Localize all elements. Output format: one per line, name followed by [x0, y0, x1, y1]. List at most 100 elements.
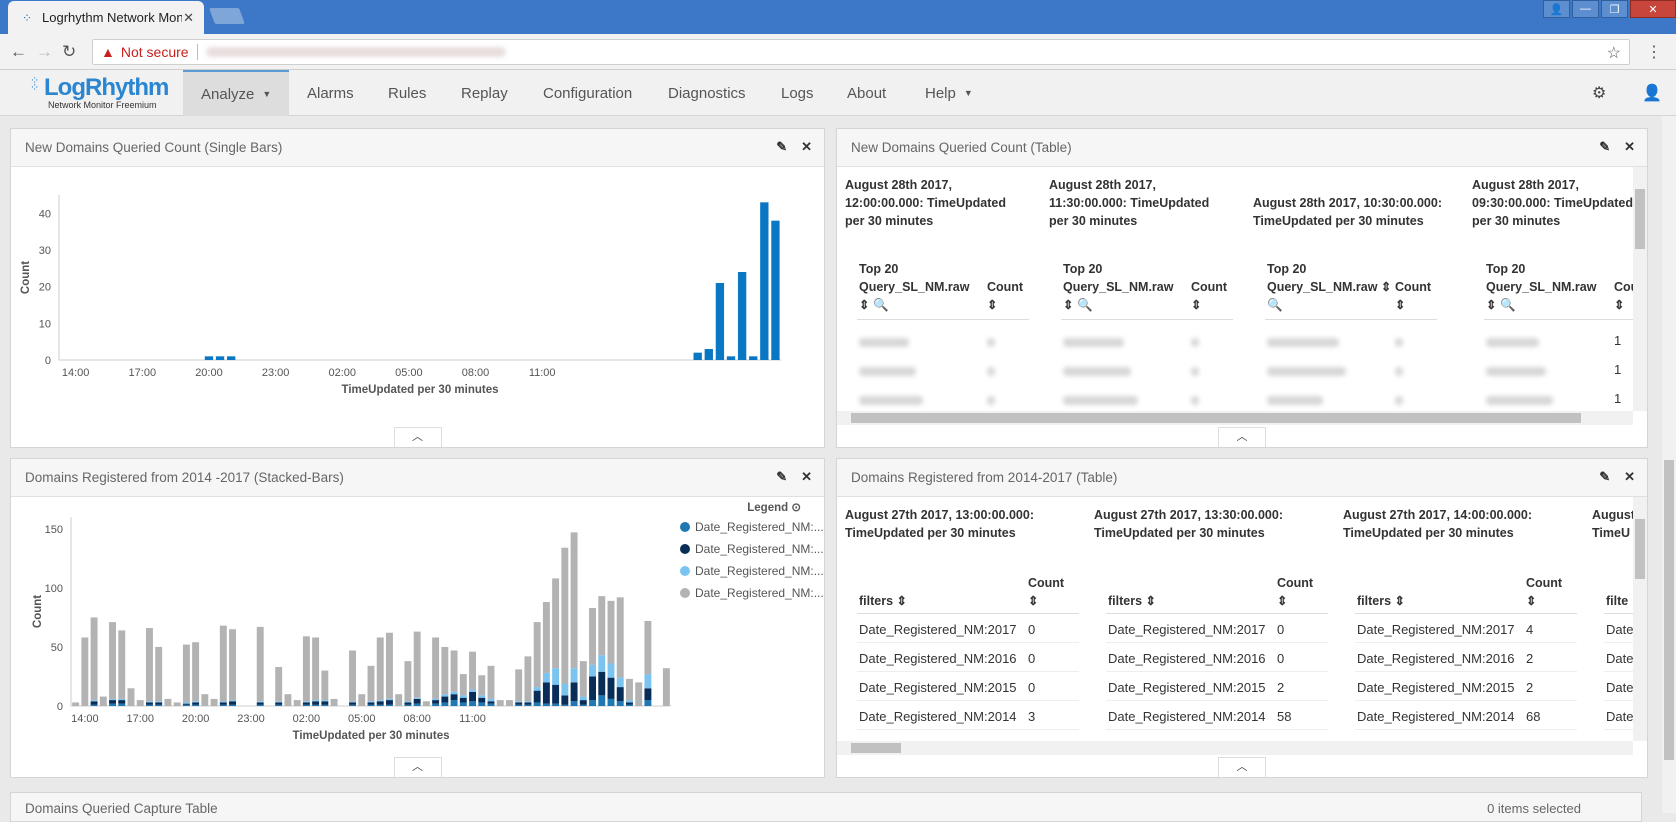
count-column-header[interactable]: Count [1191, 280, 1228, 294]
new-tab-button[interactable] [209, 8, 245, 24]
reload-icon[interactable]: ↻ [62, 42, 77, 61]
stacked-bar-segment [478, 695, 486, 698]
browser-tab[interactable]: ⁘ Logrhythm Network Mon ✕ [8, 1, 204, 34]
user-icon[interactable]: 👤 [1642, 85, 1662, 102]
user-profile-icon[interactable]: 👤 [1543, 0, 1570, 18]
group-header-line: 12:00:00.000: TimeUpdated [845, 196, 1006, 210]
caret-down-icon: ▼ [262, 89, 272, 99]
sort-icon[interactable]: ⇕ [1614, 298, 1625, 312]
nav-logs[interactable]: Logs [763, 70, 832, 116]
url-input[interactable]: ▲ Not secure ☆ [92, 39, 1630, 65]
nav-about[interactable]: About [829, 70, 904, 116]
stacked-bar-segment [616, 701, 624, 706]
back-arrow-icon[interactable]: ← [10, 42, 27, 61]
collapse-chevron-up-icon[interactable]: ︿ [1218, 427, 1266, 447]
query-column-header[interactable]: Top 20 [1063, 262, 1103, 276]
count-column-header[interactable]: Count [987, 280, 1024, 294]
nav-rules[interactable]: Rules [370, 70, 444, 116]
table-scroll-area[interactable]: August 28th 2017, 12:00:00.000: TimeUpdat… [837, 167, 1633, 411]
stacked-bar-segment [376, 700, 384, 702]
query-column-header[interactable]: Top 20 [1267, 262, 1307, 276]
horizontal-scrollbar[interactable] [837, 741, 1633, 755]
stacked-bar-segment [109, 698, 116, 701]
sort-icon[interactable]: ⇕ [1028, 594, 1039, 608]
query-column-header[interactable]: Query_SL_NM.raw [1063, 280, 1174, 294]
collapse-chevron-up-icon[interactable]: ︿ [393, 757, 442, 777]
sort-icon[interactable]: ⇕ [1191, 298, 1202, 312]
query-column-header[interactable]: Query_SL_NM.raw ⇕ [1267, 280, 1392, 294]
stacked-bar-segment [616, 677, 624, 688]
count-column-header[interactable]: Count [1277, 576, 1314, 590]
edit-pencil-icon[interactable]: ✎ [776, 469, 788, 484]
filters-column-header[interactable]: filters ⇕ [859, 594, 907, 608]
vertical-scrollbar[interactable] [1633, 167, 1647, 411]
stacked-bar-segment [118, 700, 126, 704]
legend-swatch [680, 522, 690, 532]
close-icon[interactable]: ✕ [1624, 139, 1635, 154]
query-column-header[interactable]: ⇕ 🔍 [859, 298, 889, 312]
edit-pencil-icon[interactable]: ✎ [1599, 139, 1611, 154]
sort-icon[interactable]: ⇕ [987, 298, 998, 312]
stacked-bar-segment [229, 629, 236, 701]
query-column-header[interactable]: Query_SL_NM.raw [1486, 280, 1597, 294]
filters-column-header[interactable]: filters ⇕ [1357, 594, 1405, 608]
sort-icon[interactable]: ⇕ [1395, 298, 1406, 312]
filters-column-header[interactable]: filte [1606, 594, 1629, 608]
sort-icon[interactable]: ⇕ [1526, 594, 1537, 608]
stacked-bar-segment [72, 702, 80, 706]
query-column-header[interactable]: Query_SL_NM.raw [859, 280, 970, 294]
forward-arrow-icon[interactable]: → [36, 42, 53, 61]
restore-icon[interactable]: ❐ [1601, 0, 1628, 18]
stacked-bar-segment [146, 628, 153, 702]
x-tick-label: 23:00 [237, 713, 265, 725]
collapse-chevron-up-icon[interactable]: ︿ [1218, 757, 1266, 777]
nav-alarms[interactable]: Alarms [289, 70, 372, 116]
query-column-header[interactable]: 🔍 [1267, 298, 1283, 312]
stacked-bar-segment [579, 704, 587, 706]
filters-column-header[interactable]: filters ⇕ [1108, 594, 1156, 608]
edit-pencil-icon[interactable]: ✎ [776, 139, 788, 154]
close-icon[interactable]: ✕ [801, 139, 812, 154]
vertical-scrollbar[interactable] [1633, 497, 1647, 741]
table-cell-filter: Date_Registered_NM:2014 [1108, 709, 1266, 724]
nav-diagnostics[interactable]: Diagnostics [650, 70, 764, 116]
window-close-icon[interactable]: ✕ [1630, 0, 1676, 18]
nav-replay[interactable]: Replay [443, 70, 526, 116]
bookmark-star-icon[interactable]: ☆ [1606, 45, 1621, 62]
sort-icon[interactable]: ⇕ [1277, 594, 1288, 608]
nav-configuration[interactable]: Configuration [525, 70, 650, 116]
query-column-header[interactable]: ⇕ 🔍 [1063, 298, 1093, 312]
stacked-bar-segment [459, 695, 467, 698]
logrhythm-logo[interactable]: ⁘ ⁘ LogRhythm Network Monitor Freemium [30, 74, 180, 112]
query-column-header[interactable]: ⇕ 🔍 [1486, 298, 1516, 312]
table-scroll-area[interactable]: August 27th 2017, 13:00:00.000: TimeUpdat… [837, 497, 1633, 741]
stacked-bar-segment [386, 700, 393, 705]
close-icon[interactable]: ✕ [801, 469, 812, 484]
y-axis-title: Count [32, 595, 44, 628]
tab-close-icon[interactable]: ✕ [183, 10, 194, 25]
stacked-bar-segment [146, 704, 153, 706]
panel-title: Domains Registered from 2014 -2017 (Stac… [25, 470, 344, 485]
count-column-header[interactable]: Count [1395, 280, 1432, 294]
browser-menu-icon[interactable]: ⋮ [1646, 44, 1662, 61]
collapse-chevron-up-icon[interactable]: ︿ [393, 427, 442, 447]
count-column-header[interactable]: Cou [1614, 280, 1633, 294]
query-column-header[interactable]: Top 20 [1486, 262, 1526, 276]
count-column-header[interactable]: Count [1526, 576, 1563, 590]
table-cell-redacted [1267, 393, 1323, 408]
group-header-line: 11:30:00.000: TimeUpdated [1049, 196, 1210, 210]
page-scrollbar[interactable] [1662, 116, 1676, 813]
count-column-header[interactable]: Count [1028, 576, 1065, 590]
stacked-bar-segment [644, 700, 652, 706]
nav-analyze[interactable]: Analyze ▼ [183, 70, 290, 116]
nav-help[interactable]: Help ▼ [907, 70, 991, 116]
sliders-settings-icon[interactable]: ⚙ [1592, 85, 1607, 102]
nav-logs-label: Logs [781, 84, 814, 102]
group-header-line: August 28th 2017, [845, 178, 952, 192]
query-column-header[interactable]: Top 20 [859, 262, 899, 276]
stacked-bar-segment [570, 532, 578, 669]
minimize-icon[interactable]: — [1572, 0, 1599, 18]
horizontal-scrollbar[interactable] [837, 411, 1633, 425]
edit-pencil-icon[interactable]: ✎ [1599, 469, 1611, 484]
close-icon[interactable]: ✕ [1624, 469, 1635, 484]
